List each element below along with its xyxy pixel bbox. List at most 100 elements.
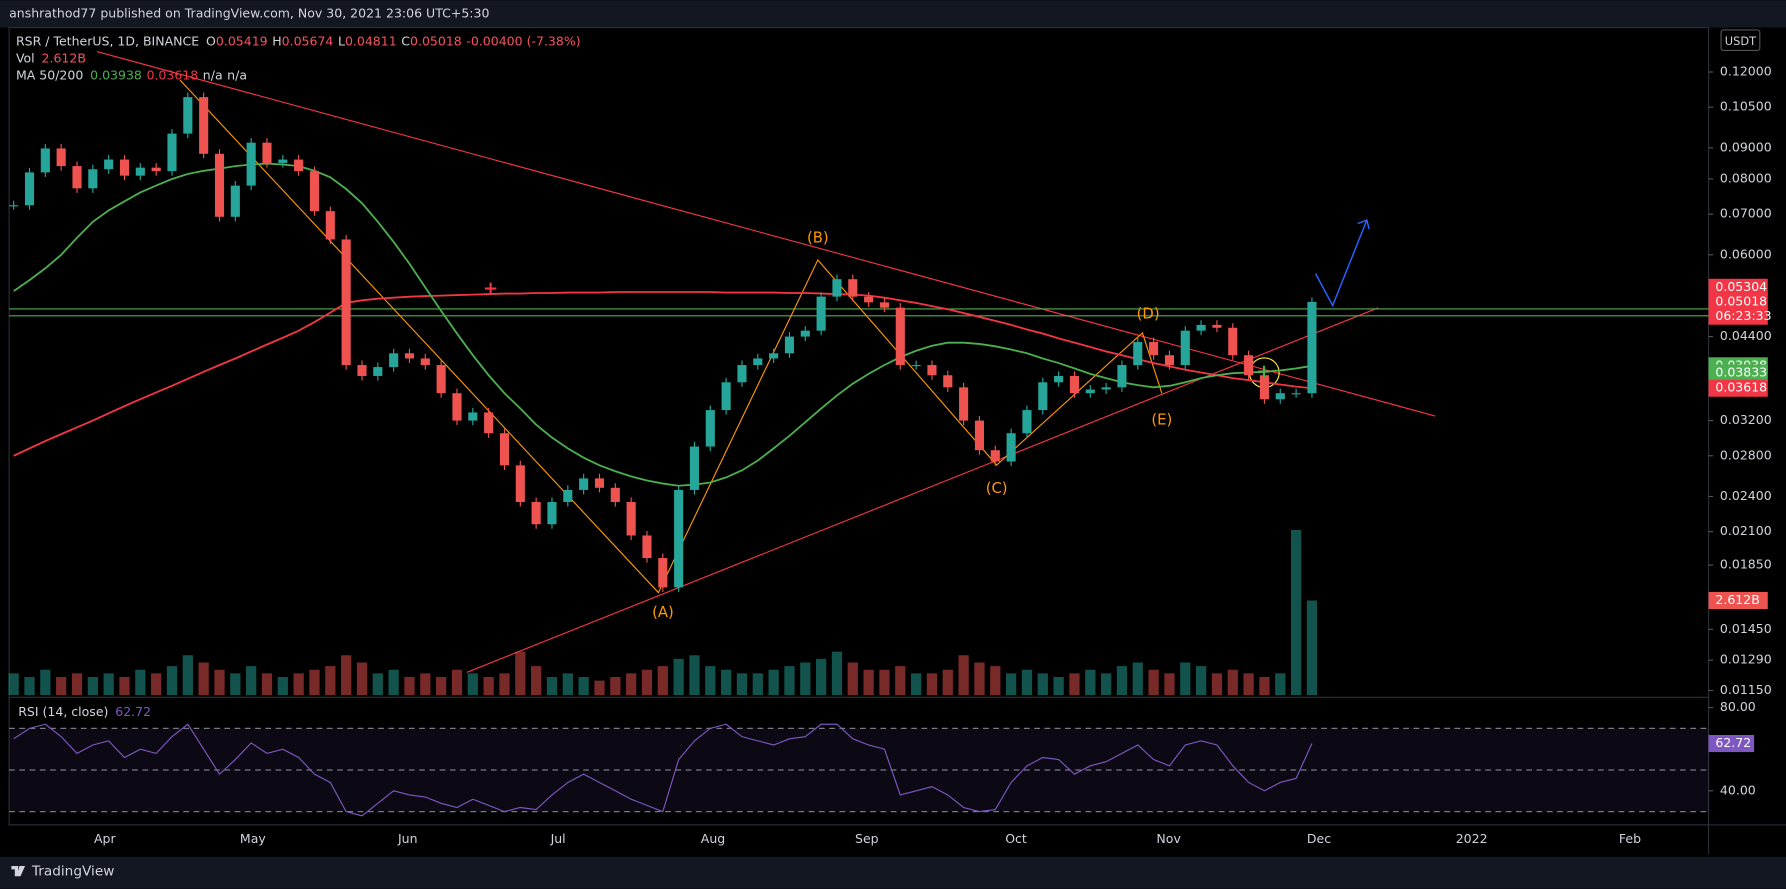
volume-bar [1211, 673, 1223, 696]
legend-line: Vol 2.612B [16, 50, 86, 65]
candle-body [927, 365, 937, 376]
chart-area [8, 27, 1710, 826]
volume-bar [1100, 673, 1112, 696]
volume-bar [467, 673, 478, 696]
volume-bar [689, 655, 700, 696]
volume-bar [277, 676, 288, 696]
candle-body [895, 307, 905, 366]
x-tick-label: May [240, 831, 266, 846]
candle-body [721, 382, 731, 411]
volume-bar [847, 662, 858, 696]
volume-bar [372, 673, 383, 696]
candle-body [357, 365, 367, 376]
value: 0.03618 [146, 67, 198, 82]
price-label-box [1708, 364, 1768, 382]
candle-body [1006, 433, 1016, 462]
volume-bar [87, 676, 98, 696]
candle-body [436, 365, 446, 394]
candle-body [753, 358, 763, 366]
volume-bar [641, 669, 653, 696]
volume-bar [8, 673, 19, 696]
candle-body [531, 501, 541, 525]
candle-body [610, 487, 620, 502]
volume-bar [1195, 666, 1207, 696]
candle-body [24, 172, 35, 206]
candle-body [1101, 387, 1111, 390]
x-tick-label: Jun [397, 831, 418, 846]
rsi-label-box [1708, 734, 1755, 753]
candle-body [294, 159, 304, 172]
volume-bar [1116, 666, 1128, 696]
volume-bar [1290, 529, 1302, 696]
countdown-box [1708, 308, 1768, 325]
volume-bar [610, 676, 621, 696]
rsi-tick-label: 40.00 [1720, 782, 1756, 797]
volume-bar [436, 676, 447, 696]
candle-body [547, 501, 557, 525]
candle-body [40, 148, 50, 173]
volume-bar [910, 673, 922, 696]
candle-body [1259, 375, 1269, 400]
volume-bar [451, 669, 463, 696]
candle-body [1149, 342, 1159, 356]
candle-body [990, 450, 1000, 462]
candle-body [832, 279, 842, 297]
volume-bar [119, 676, 130, 696]
candle-body [943, 375, 953, 388]
wave-label: (B) [807, 229, 829, 246]
candle-body [468, 412, 478, 421]
candle-body [800, 330, 810, 337]
candle-body [1228, 327, 1238, 356]
x-tick-label: Jul [550, 831, 566, 846]
resistance-trendline [96, 50, 1436, 417]
x-tick-label: Oct [1005, 831, 1027, 846]
price-label-box [1708, 293, 1768, 311]
y-tick-label: 0.02400 [1720, 488, 1772, 503]
volume-bar [24, 676, 35, 696]
candle-body [1291, 393, 1301, 395]
volume-bar [752, 673, 763, 696]
volume-bar [863, 669, 874, 696]
candle-body [104, 159, 114, 170]
candle-body [737, 365, 747, 383]
volume-bar [56, 676, 67, 696]
volume-bar [388, 669, 399, 696]
volume-bar [1037, 673, 1048, 696]
volume-bar [1180, 662, 1191, 696]
candle-body [816, 296, 826, 331]
wave-label: (D) [1137, 306, 1160, 323]
key: L [338, 33, 345, 48]
value: 0.03938 [90, 67, 142, 82]
candle-body [1133, 342, 1143, 366]
y-tick-label: 0.06000 [1720, 246, 1772, 261]
key: O [206, 33, 216, 48]
wave-label: (C) [986, 480, 1008, 497]
y-tick-label: 0.03200 [1720, 412, 1772, 427]
price-label: 0.03833 [1715, 364, 1767, 379]
legend-line: MA 50/200 0.03938 0.03618 n/a n/a [16, 67, 247, 82]
key: Vol [16, 50, 35, 65]
candle-body [705, 410, 715, 447]
y-tick-label: 0.01290 [1720, 652, 1772, 667]
candle-body [769, 353, 779, 359]
volume-bar [594, 680, 605, 696]
projection-arrow [1314, 219, 1368, 308]
volume-bar [309, 669, 320, 696]
volume-bar [261, 673, 273, 696]
x-tick-label: 2022 [1456, 831, 1488, 846]
candle-body [864, 296, 874, 303]
candle-body [563, 489, 573, 502]
candle-body [959, 387, 969, 421]
value: 0.05674 [282, 33, 334, 48]
x-tick-label: Aug [701, 831, 725, 846]
candle-body [1275, 393, 1285, 400]
volume-bar [816, 658, 827, 696]
candle-body [1307, 301, 1317, 394]
volume-bar [1132, 662, 1143, 696]
candle-body [325, 211, 335, 240]
volume-bar [736, 673, 748, 696]
wave-label: (E) [1151, 412, 1172, 429]
value: 0.04811 [345, 33, 397, 48]
x-tick-label: Dec [1307, 831, 1331, 846]
